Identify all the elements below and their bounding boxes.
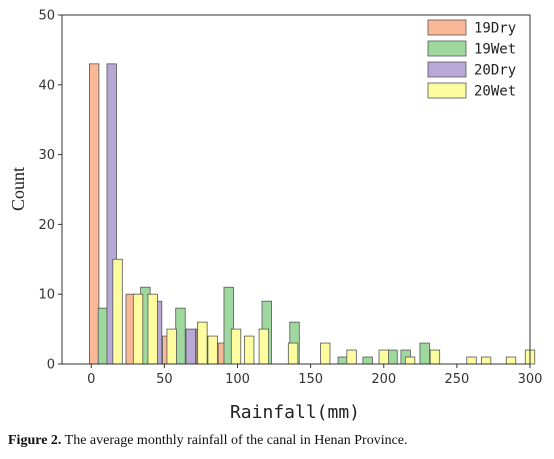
caption-text: The average monthly rainfall of the cana…	[61, 433, 408, 448]
y-tick-label-3: 30	[38, 148, 55, 163]
bar-19dry-0	[89, 63, 100, 365]
legend-label-20dry: 20Dry	[474, 63, 516, 79]
x-tick-label-5: 250	[444, 372, 469, 387]
bar-20wet-2	[147, 293, 158, 365]
bar-19wet-2	[175, 307, 186, 365]
x-tick-label-6: 300	[518, 372, 543, 387]
y-tick-label-4: 40	[38, 78, 55, 93]
bar-20wet-16	[480, 356, 492, 365]
y-tick-label-5: 50	[38, 9, 55, 24]
bar-20wet-4	[197, 321, 208, 365]
bar-20wet-10	[320, 342, 331, 365]
bar-20dry-2	[185, 328, 196, 365]
legend-label-19dry: 19Dry	[474, 21, 516, 37]
plot-frame	[61, 14, 531, 365]
bar-20wet-5	[207, 335, 218, 365]
bar-19wet-10	[419, 342, 430, 365]
figure-caption: Figure 2. The average monthly rainfall o…	[8, 433, 548, 449]
ticks-layer: 0 50 100 150 200 250 300 0 10 20 30 40 50	[38, 9, 542, 388]
bar-19wet-6	[337, 356, 348, 365]
legend-swatch-20wet	[427, 82, 467, 99]
bar-20wet-11	[346, 349, 357, 365]
legend-label-20wet: 20Wet	[474, 84, 516, 100]
x-tick-label-3: 150	[298, 372, 323, 387]
legend: 19Dry 19Wet 20Dry 20Wet	[427, 19, 516, 100]
y-tick-label-1: 10	[38, 288, 55, 303]
bar-20wet-8	[258, 328, 269, 365]
bar-19wet-0	[97, 307, 109, 365]
legend-label-19wet: 19Wet	[474, 42, 516, 58]
legend-swatch-19dry	[427, 19, 467, 36]
bar-20wet-7	[244, 335, 255, 365]
x-axis-title: Rainfall(mm)	[230, 402, 360, 423]
legend-swatch-20dry	[427, 61, 467, 78]
bar-19wet-7	[362, 356, 373, 365]
rainfall-histogram: 0 50 100 150 200 250 300 0 10 20 30 40 50 Count Rain…	[8, 9, 542, 424]
bar-20wet-14	[429, 349, 441, 365]
bar-20wet-17	[505, 356, 517, 365]
x-tick-label-2: 100	[225, 372, 250, 387]
bar-20wet-3	[166, 328, 177, 365]
bar-20wet-13	[404, 356, 416, 365]
bar-20wet-6	[230, 328, 242, 365]
bars-layer	[89, 63, 536, 365]
x-tick-label-0: 0	[87, 372, 95, 387]
bar-20wet-9	[287, 342, 299, 365]
bar-20wet-1	[132, 293, 144, 365]
legend-swatch-19wet	[427, 40, 467, 57]
bar-20wet-0	[112, 258, 123, 365]
bar-20wet-15	[466, 356, 477, 365]
x-tick-label-4: 200	[371, 372, 396, 387]
bar-20wet-12	[378, 349, 389, 365]
x-tick-label-1: 50	[156, 372, 173, 387]
caption-label: Figure 2.	[8, 433, 62, 448]
y-axis-title: Count	[8, 167, 28, 211]
y-tick-label-2: 20	[38, 218, 55, 233]
y-tick-label-0: 0	[47, 358, 55, 373]
bar-19wet-8	[387, 349, 398, 365]
